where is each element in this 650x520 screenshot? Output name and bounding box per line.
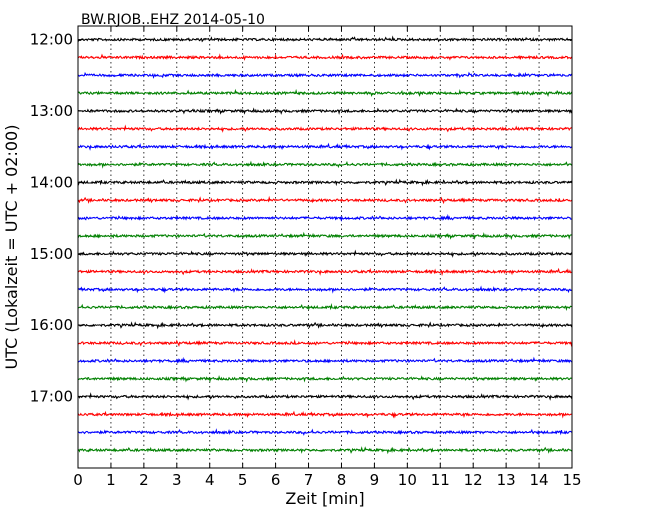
trace-line — [77, 71, 573, 79]
x-tick-label: 8 — [337, 471, 347, 489]
y-tick-label: 16:00 — [30, 316, 73, 334]
trace-line — [77, 428, 573, 436]
trace-line — [77, 374, 573, 383]
x-axis-label: Zeit [min] — [285, 489, 364, 508]
trace-line — [77, 285, 573, 294]
trace-line — [77, 195, 573, 205]
x-tick-label: 12 — [464, 471, 483, 489]
trace-line — [77, 124, 572, 133]
x-tick-label: 3 — [172, 471, 182, 489]
x-tick-label: 1 — [106, 471, 116, 489]
x-tick-label: 15 — [562, 471, 581, 489]
trace-line — [77, 267, 573, 277]
x-tick-label: 6 — [271, 471, 281, 489]
y-axis-label: UTC (Lokalzeit = UTC + 02:00) — [2, 125, 21, 370]
trace-series — [77, 35, 573, 455]
trace-line — [77, 339, 573, 347]
x-tick-label: 11 — [431, 471, 450, 489]
trace-line — [77, 321, 573, 330]
trace-line — [77, 231, 573, 240]
y-tick-label: 14:00 — [30, 173, 73, 191]
x-tick-label: 4 — [205, 471, 215, 489]
trace-line — [77, 356, 572, 364]
x-tick-label: 14 — [530, 471, 549, 489]
x-tick-label: 0 — [73, 471, 83, 489]
x-tick-label: 9 — [370, 471, 380, 489]
y-tick-label: 15:00 — [30, 245, 73, 263]
y-tick-label: 12:00 — [30, 31, 73, 49]
trace-line — [77, 303, 573, 312]
x-tick-label: 13 — [497, 471, 516, 489]
axis-ticks: 0 1 2 3 4 5 6 7 8 9 10 11 12 13 14 1512:0013:0014:0015:… — [30, 26, 582, 489]
plot-frame — [77, 25, 573, 469]
trace-line — [77, 88, 573, 98]
x-tick-label: 2 — [139, 471, 149, 489]
y-tick-label: 17:00 — [30, 388, 73, 406]
trace-line — [77, 142, 573, 151]
trace-line — [77, 249, 573, 258]
y-tick-label: 13:00 — [30, 102, 73, 120]
x-tick-label: 7 — [304, 471, 314, 489]
x-tick-label: 5 — [238, 471, 248, 489]
trace-line — [77, 410, 573, 419]
trace-line — [77, 213, 572, 222]
trace-line — [77, 160, 573, 169]
trace-line — [77, 178, 573, 187]
grid-lines — [110, 26, 540, 468]
trace-line — [77, 35, 573, 43]
trace-line — [77, 446, 573, 455]
x-tick-label: 10 — [398, 471, 417, 489]
trace-line — [77, 392, 573, 401]
trace-line — [77, 53, 573, 61]
chart-title: BW.RJOB..EHZ 2014-05-10 — [81, 12, 265, 28]
trace-line — [77, 107, 573, 115]
